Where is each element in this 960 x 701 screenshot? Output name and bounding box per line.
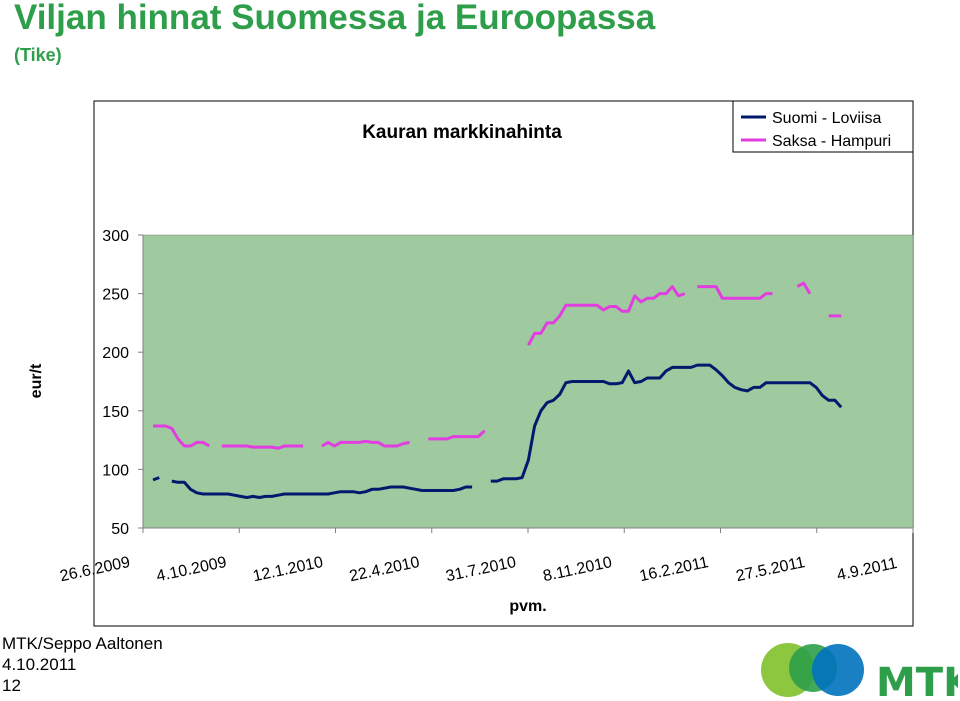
- series-line-suomi: [171, 479, 473, 499]
- y-tick-label: 150: [102, 404, 129, 421]
- legend-box: [732, 100, 914, 153]
- legend: Suomi - Loviisa Saksa - Hampuri: [732, 100, 914, 153]
- series-line-saksa: [428, 429, 486, 441]
- x-axis-label: pvm.: [509, 598, 546, 615]
- series-line-saksa: [153, 424, 211, 448]
- y-tick-label: 100: [102, 462, 129, 479]
- series-line-saksa: [697, 285, 773, 300]
- chart-title: Kauran markkinahinta: [362, 122, 562, 143]
- series-line-saksa: [321, 439, 410, 448]
- legend-label-suomi: Suomi - Loviisa: [772, 110, 881, 127]
- footer-page-number: 12: [2, 676, 21, 695]
- legend-label-saksa: Saksa - Hampuri: [772, 133, 891, 150]
- y-axis-label: eur/t: [28, 363, 45, 398]
- series-layer: [152, 281, 843, 499]
- y-tick-label: 200: [102, 345, 129, 362]
- y-tick-label: 50: [111, 521, 129, 538]
- y-tick-label: 300: [102, 228, 129, 245]
- y-tick-label: 250: [102, 287, 129, 304]
- series-line-suomi: [152, 476, 160, 482]
- y-ticks: 50 100 150 200 250 300: [102, 228, 143, 538]
- series-line-saksa: [796, 281, 812, 295]
- series-line-suomi: [490, 363, 843, 483]
- footer-author: MTK/Seppo Aaltonen: [2, 634, 163, 653]
- slide-subtitle: (Tike): [14, 45, 62, 65]
- series-line-saksa: [221, 444, 304, 450]
- slide-title: Viljan hinnat Suomessa ja Euroopassa: [14, 0, 656, 37]
- mtk-logo: MTK: [761, 643, 958, 701]
- series-line-saksa: [527, 285, 686, 346]
- footer-date: 4.10.2011: [2, 655, 77, 674]
- logo-text: MTK: [876, 660, 958, 701]
- logo-circle-blue: [812, 644, 864, 696]
